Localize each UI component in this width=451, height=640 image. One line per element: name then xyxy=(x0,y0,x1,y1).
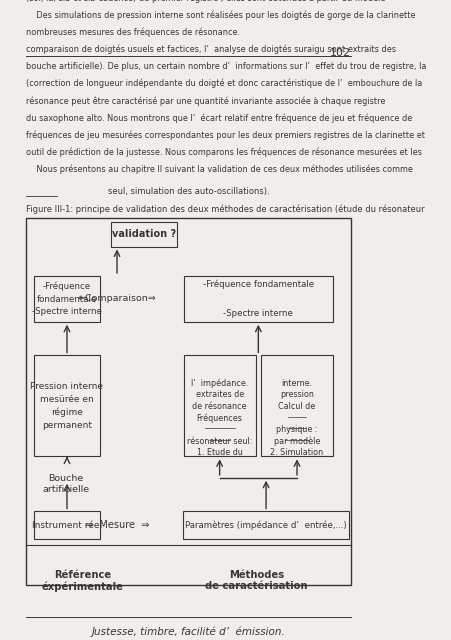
Text: ⇐Comparaison⇒: ⇐Comparaison⇒ xyxy=(78,294,156,303)
Text: 1. Etude du: 1. Etude du xyxy=(196,449,242,458)
Text: 2. Simulation: 2. Simulation xyxy=(270,449,323,458)
Text: interne.: interne. xyxy=(281,379,312,388)
Text: nombreuses mesures des fréquences de résonance.: nombreuses mesures des fréquences de rés… xyxy=(26,28,240,37)
Text: Méthodes
de caractérisation: Méthodes de caractérisation xyxy=(205,570,307,591)
Text: -Fréquence
fondamentale
-Spectre interne: -Fréquence fondamentale -Spectre interne xyxy=(32,282,102,316)
Text: par modèle: par modèle xyxy=(273,437,319,446)
Text: (correction de longueur indépendante du doigté et donc caractéristique de l’  em: (correction de longueur indépendante du … xyxy=(26,79,422,88)
Text: l’  impédance.: l’ impédance. xyxy=(191,379,248,388)
Text: Calcul de: Calcul de xyxy=(278,402,315,411)
Text: (sol, la, sib et sib-cadence) du premier registre ; elles sont obtenues à partir: (sol, la, sib et sib-cadence) du premier… xyxy=(26,0,385,3)
Text: 102: 102 xyxy=(329,47,350,58)
Text: Justesse, timbre, facilité d’  émission.: Justesse, timbre, facilité d’ émission. xyxy=(92,627,285,637)
Text: de résonance: de résonance xyxy=(192,402,246,411)
Text: -Fréquence fondamentale

-Spectre interne: -Fréquence fondamentale -Spectre interne xyxy=(202,280,313,318)
Text: seul, simulation des auto-oscillations).: seul, simulation des auto-oscillations). xyxy=(108,187,269,196)
Text: bouche artificielle). De plus, un certain nombre d’  informations sur l’  effet : bouche artificielle). De plus, un certai… xyxy=(26,61,426,71)
Text: physique :: physique : xyxy=(276,425,317,434)
Text: Référence
éxpérimentale: Référence éxpérimentale xyxy=(42,570,124,592)
Text: extraites de: extraites de xyxy=(195,390,243,399)
Text: résonance peut être caractérisé par une quantité invariante associée à chaque re: résonance peut être caractérisé par une … xyxy=(26,96,385,106)
Text: ⇒  Mesure  ⇒: ⇒ Mesure ⇒ xyxy=(85,520,149,530)
Text: validation ?: validation ? xyxy=(112,229,176,239)
Text: pression: pression xyxy=(280,390,313,399)
Text: Fréquences: Fréquences xyxy=(196,413,242,423)
Text: comparaison de doigtés usuels et factices, l’  analyse de doigtés suraigu sont e: comparaison de doigtés usuels et factice… xyxy=(26,45,396,54)
Text: Figure III-1: principe de validation des deux méthodes de caractérisation (étude: Figure III-1: principe de validation des… xyxy=(26,204,424,214)
Text: Paramètres (impédance d’  entrée,...): Paramètres (impédance d’ entrée,...) xyxy=(185,520,346,530)
Text: Bouche
artificielle: Bouche artificielle xyxy=(42,474,89,493)
Text: Pression interne
mesürée en
régime
permanent: Pression interne mesürée en régime perma… xyxy=(30,382,103,429)
Text: Nous présentons au chapitre II suivant la validation de ces deux méthodes utilis: Nous présentons au chapitre II suivant l… xyxy=(26,164,412,174)
Text: du saxophone alto. Nous montrons que l’  écart relatif entre fréquence de jeu et: du saxophone alto. Nous montrons que l’ … xyxy=(26,113,412,123)
Text: fréquences de jeu mesurées correspondantes pour les deux premiers registres de l: fréquences de jeu mesurées correspondant… xyxy=(26,131,424,140)
Text: outil de prédiction de la justesse. Nous comparons les fréquences de résonance m: outil de prédiction de la justesse. Nous… xyxy=(26,147,421,157)
Text: Des simulations de pression interne sont réalisées pour les doigtés de gorge de : Des simulations de pression interne sont… xyxy=(26,10,415,20)
Text: résonateur seul:: résonateur seul: xyxy=(187,437,252,446)
Text: Instrument réel: Instrument réel xyxy=(32,521,102,530)
